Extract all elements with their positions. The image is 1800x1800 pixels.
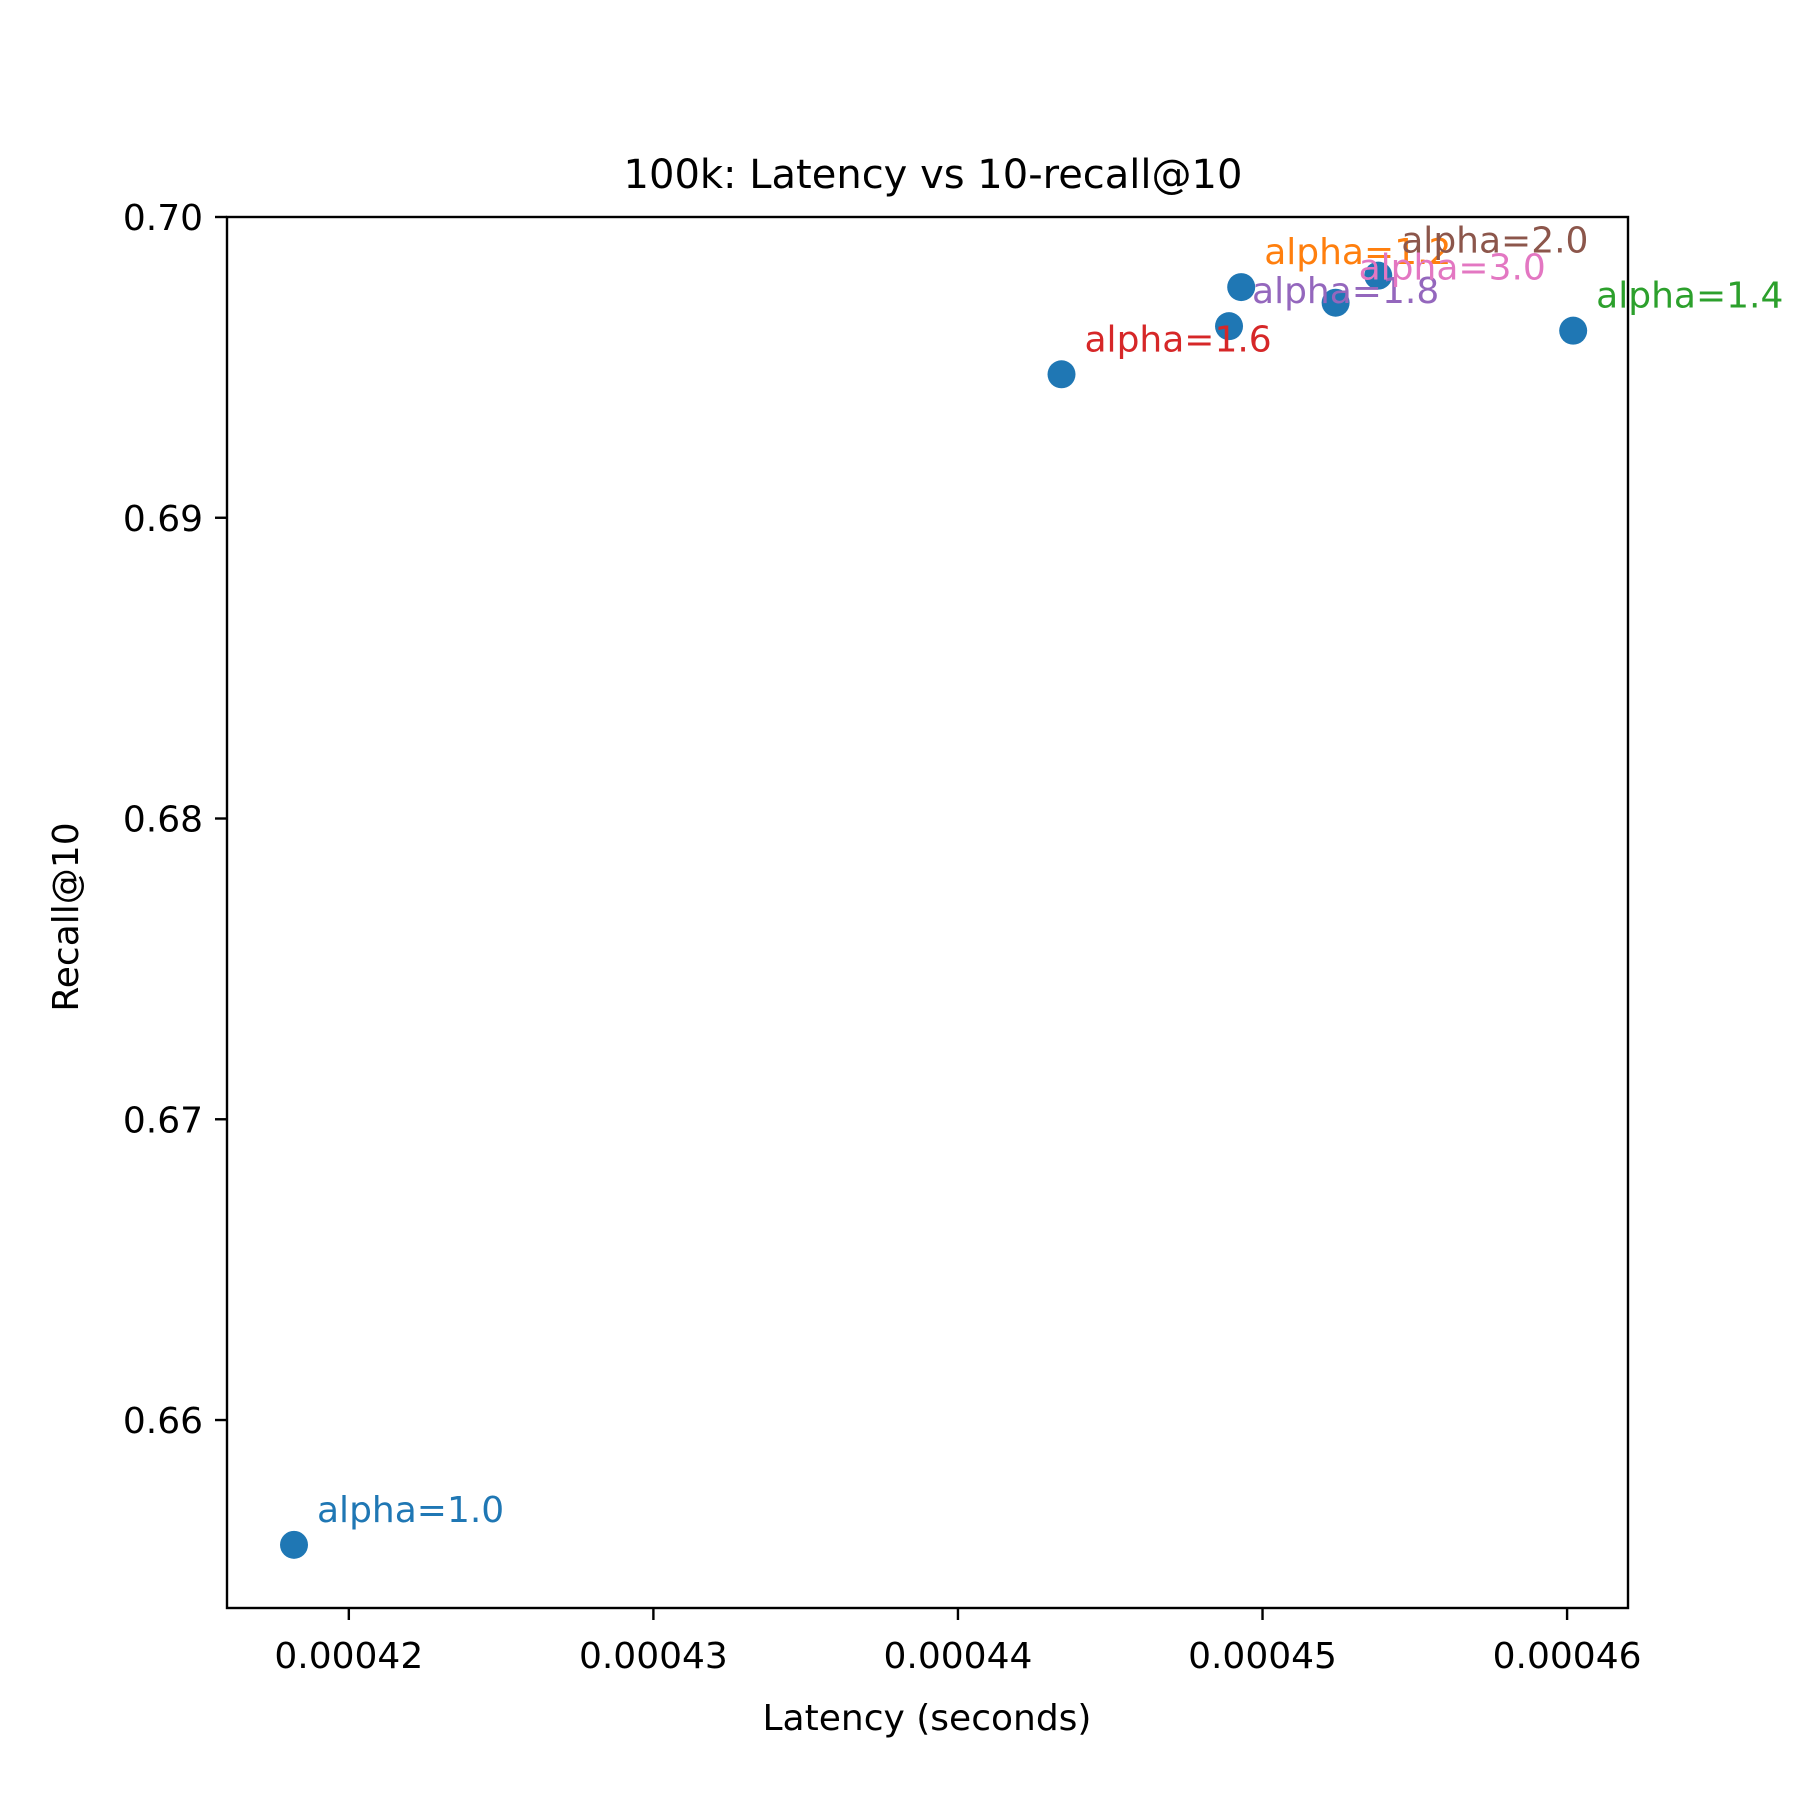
chart-title: 100k: Latency vs 10-recall@10 [624, 152, 1243, 198]
point-label: alpha=2.0 [1401, 221, 1588, 262]
data-point [1227, 273, 1256, 302]
data-point [1321, 288, 1350, 317]
data-point [1047, 360, 1076, 389]
y-tick-label: 0.68 [123, 800, 203, 841]
point-label: alpha=1.0 [317, 1490, 504, 1531]
x-tick-label: 0.00046 [1493, 1636, 1642, 1677]
data-point [1215, 312, 1244, 341]
x-tick-label: 0.00043 [579, 1636, 728, 1677]
data-point [1364, 261, 1393, 290]
y-tick-label: 0.66 [123, 1401, 203, 1442]
x-tick-label: 0.00042 [274, 1636, 423, 1677]
point-label: alpha=1.8 [1252, 271, 1439, 312]
x-axis-label: Latency (seconds) [763, 1698, 1092, 1739]
y-tick-label: 0.70 [123, 198, 203, 239]
y-axis-label: Recall@10 [46, 822, 87, 1011]
point-label: alpha=1.2 [1264, 232, 1451, 273]
x-axis: 0.00042 0.00043 0.00044 0.00045 0.00046 [274, 1608, 1642, 1677]
y-tick-label: 0.69 [123, 499, 203, 540]
data-points [280, 261, 1588, 1559]
x-tick-label: 0.00045 [1188, 1636, 1337, 1677]
point-label: alpha=1.6 [1085, 319, 1272, 360]
point-label: alpha=1.4 [1596, 276, 1783, 317]
y-tick-label: 0.67 [123, 1100, 203, 1141]
y-axis: 0.66 0.67 0.68 0.69 0.70 [123, 198, 227, 1442]
data-point [280, 1530, 309, 1559]
x-tick-label: 0.00044 [884, 1636, 1033, 1677]
point-label: alpha=3.0 [1359, 248, 1546, 289]
plot-area-frame [225, 215, 1630, 1610]
point-annotations: alpha=1.0 alpha=1.2 alpha=1.4 alpha=1.6 alph… [317, 221, 1783, 1531]
data-point [1559, 316, 1588, 345]
